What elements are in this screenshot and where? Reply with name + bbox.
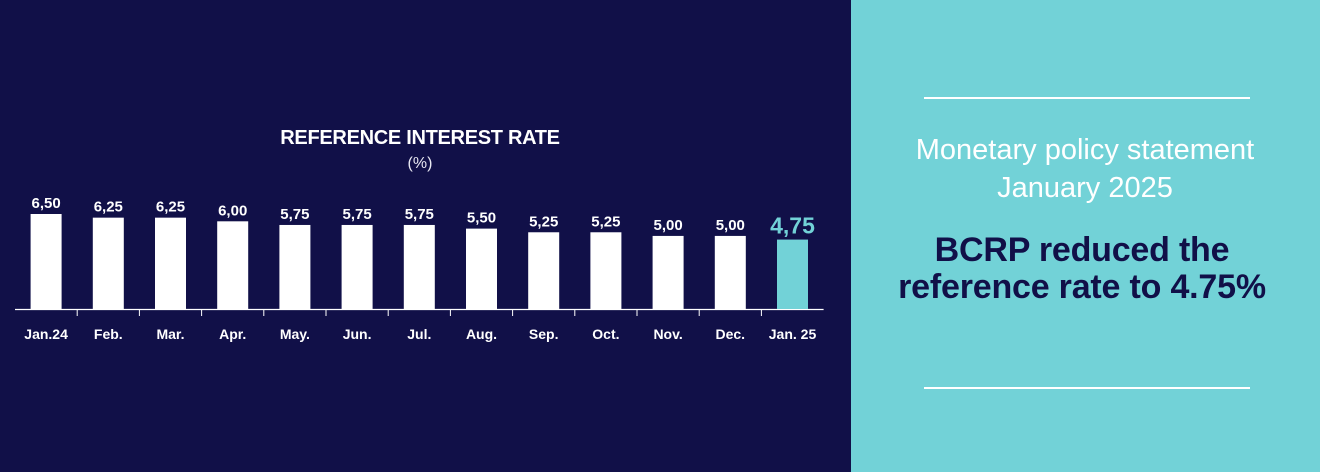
- chart-unit: (%): [407, 155, 433, 172]
- bottom-divider: [924, 387, 1250, 389]
- value-label-7: 5,50: [467, 210, 496, 227]
- bar-12: [777, 239, 808, 309]
- bar-5: [341, 224, 373, 309]
- bar-0: [30, 214, 62, 309]
- statement-title: Monetary policy statement: [915, 134, 1255, 166]
- value-label-9: 5,25: [591, 213, 620, 230]
- value-label-2: 6,25: [156, 199, 185, 216]
- value-label-6: 5,75: [405, 206, 434, 223]
- statement-date: January 2025: [997, 172, 1173, 204]
- category-label-6: Jul.: [407, 326, 431, 342]
- bar-6: [403, 224, 435, 309]
- category-label-8: Sep.: [529, 326, 559, 342]
- value-label-12: 4,75: [770, 213, 815, 239]
- bar-4: [279, 224, 311, 309]
- chart-title: REFERENCE INTEREST RATE: [280, 127, 560, 149]
- category-label-3: Apr.: [219, 326, 246, 342]
- category-label-12: Jan. 25: [769, 326, 817, 342]
- category-label-9: Oct.: [592, 326, 619, 342]
- value-label-11: 5,00: [716, 217, 745, 234]
- bar-10: [652, 235, 684, 309]
- value-label-0: 6,50: [31, 195, 60, 212]
- category-label-4: May.: [280, 326, 310, 342]
- category-label-10: Nov.: [653, 326, 682, 342]
- value-label-1: 6,25: [94, 199, 123, 216]
- value-label-5: 5,75: [342, 206, 371, 223]
- bar-9: [590, 232, 622, 309]
- statement-panel: [851, 0, 1320, 472]
- category-label-1: Feb.: [94, 326, 123, 342]
- value-label-3: 6,00: [218, 202, 247, 219]
- bar-3: [217, 221, 249, 309]
- category-label-7: Aug.: [466, 326, 497, 342]
- bar-7: [466, 228, 497, 309]
- category-label-2: Mar.: [156, 326, 184, 342]
- value-label-4: 5,75: [280, 206, 309, 223]
- bar-chart: 6,50 Jan.24 6,25 Feb. 6,25 Mar. 6,00 Apr. 5,75 Ma…: [15, 195, 824, 342]
- value-label-10: 5,00: [653, 217, 682, 234]
- category-label-0: Jan.24: [24, 326, 68, 342]
- bar-1: [92, 217, 124, 309]
- top-divider: [924, 97, 1250, 99]
- bar-2: [155, 217, 186, 309]
- category-label-5: Jun.: [343, 326, 372, 342]
- bar-8: [528, 232, 560, 309]
- value-label-8: 5,25: [529, 213, 558, 230]
- bar-11: [714, 235, 746, 309]
- headline: BCRP reduced the reference rate to 4.75%: [898, 231, 1266, 306]
- category-label-11: Dec.: [716, 326, 746, 342]
